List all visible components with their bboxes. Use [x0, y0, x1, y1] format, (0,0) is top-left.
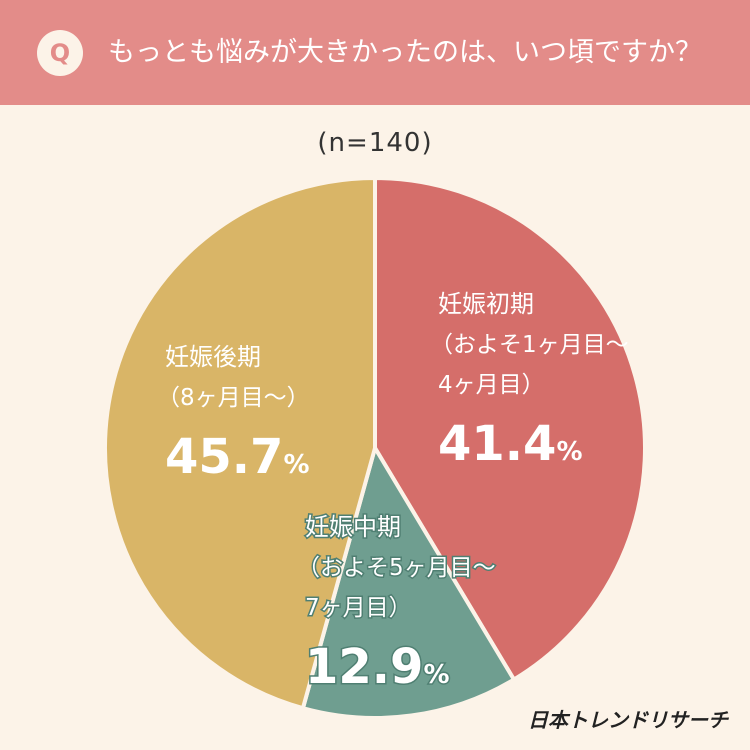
slice-value-late: 45.7%	[165, 429, 310, 485]
brand-logo: 日本トレンドリサーチ	[528, 708, 728, 732]
slice-label-early: 妊娠初期	[438, 290, 534, 318]
sample-size: (n=140)	[317, 128, 433, 158]
slice-sublabel-early: 4ヶ月目）	[438, 372, 545, 398]
slice-sublabel-mid: 7ヶ月目）	[305, 595, 412, 621]
pie-slice-late	[103, 176, 377, 711]
slice-label-late: 妊娠後期	[165, 343, 261, 371]
slice-sublabel-late: （8ヶ月目〜）	[157, 385, 310, 411]
slice-value-mid: 12.9%	[305, 639, 450, 695]
question-header: Q もっとも悩みが大きかったのは、いつ頃ですか？	[0, 0, 750, 105]
slice-sublabel-early: （およそ1ヶ月目〜	[430, 332, 629, 358]
slice-value-early: 41.4%	[438, 416, 583, 472]
slice-sublabel-mid: （およそ5ヶ月目〜	[297, 555, 496, 581]
slice-label-mid: 妊娠中期	[305, 513, 401, 541]
q-badge: Q	[37, 30, 83, 76]
pie-slice-mid	[300, 446, 516, 720]
question-text: もっとも悩みが大きかったのは、いつ頃ですか？	[108, 37, 702, 68]
pie-slice-early	[373, 176, 647, 682]
